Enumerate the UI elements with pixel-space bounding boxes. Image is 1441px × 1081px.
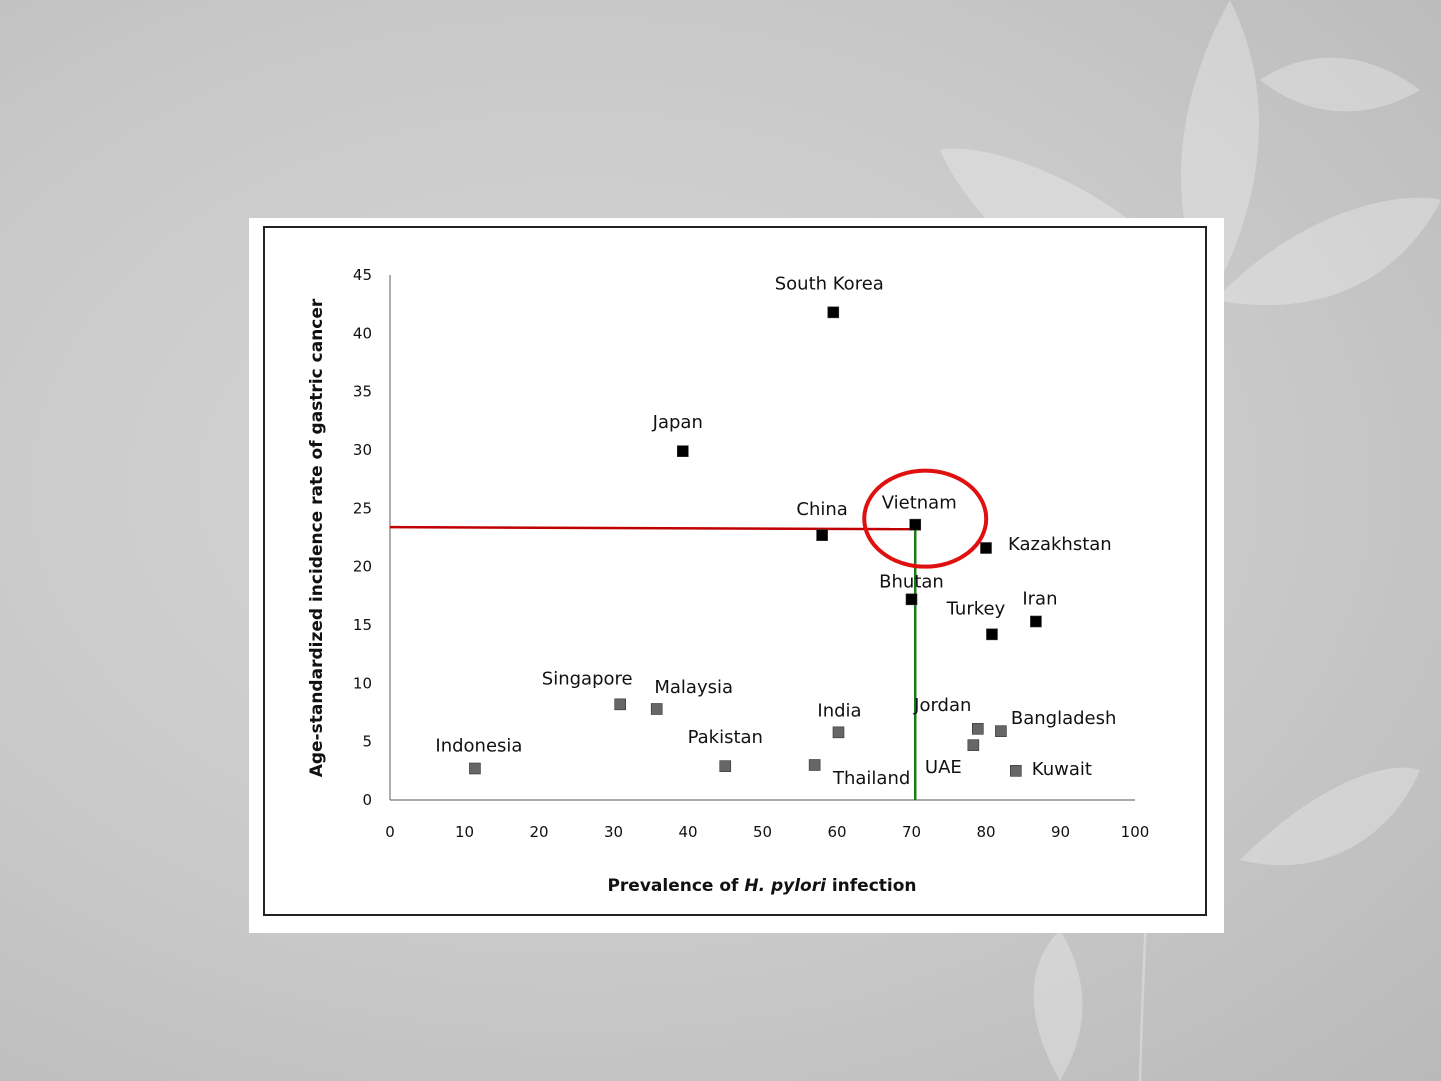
data-point	[1030, 615, 1042, 628]
y-tick-label: 5	[362, 733, 372, 751]
scatter-plot: 0 5 10 15 20 25 30 35 40 45 0 10 20 30 40 50 60 70 80 90 10…	[307, 266, 1150, 896]
y-tick-label: 35	[353, 383, 372, 401]
data-point	[816, 529, 828, 541]
x-tick-label: 70	[902, 823, 921, 841]
data-point-label: UAE	[925, 757, 962, 778]
data-point-label: South Korea	[775, 273, 884, 294]
data-point-label: Vietnam	[882, 493, 957, 514]
y-tick-label: 15	[353, 616, 372, 634]
x-tick-label: 20	[529, 823, 548, 841]
data-point-label: Malaysia	[654, 677, 733, 698]
x-axis-title: Prevalence of H. pylori infection	[607, 876, 916, 896]
data-point-label: Indonesia	[435, 736, 522, 757]
y-tick-label: 25	[353, 499, 372, 517]
data-point	[614, 698, 627, 711]
x-tick-label: 100	[1121, 823, 1150, 841]
data-point-label: Bhutan	[879, 571, 944, 592]
y-tick-label: 0	[362, 791, 372, 809]
data-point-label: Jordan	[913, 695, 971, 716]
data-point	[676, 445, 689, 457]
data-point-label: Thailand	[832, 768, 910, 789]
data-point-label: Iran	[1022, 589, 1057, 610]
y-tick-label: 10	[353, 674, 372, 692]
data-point-label: Bangladesh	[1011, 708, 1117, 729]
x-tick-label: 40	[678, 823, 697, 841]
data-point	[808, 759, 821, 771]
x-tick-label: 30	[604, 823, 623, 841]
data-point	[909, 518, 922, 531]
x-tick-label: 60	[827, 823, 846, 841]
chart-frame	[263, 226, 1207, 916]
data-point	[905, 593, 918, 606]
data-point-label: Pakistan	[688, 727, 763, 748]
y-tick-label: 20	[353, 558, 372, 576]
x-tick-label: 80	[976, 823, 995, 841]
data-point	[719, 760, 732, 772]
data-point	[967, 739, 980, 751]
x-tick-label: 10	[455, 823, 474, 841]
x-tick-label: 50	[753, 823, 772, 841]
data-point-label: Singapore	[542, 668, 633, 689]
x-tick-label: 0	[385, 823, 395, 841]
data-point	[986, 628, 998, 641]
y-tick-label: 30	[353, 441, 372, 459]
data-point-label: Turkey	[946, 598, 1006, 619]
data-point-label: Japan	[652, 412, 703, 433]
x-axis-title-prefix: Prevalence of	[607, 876, 744, 896]
x-axis-title-suffix: infection	[826, 876, 917, 896]
data-point-label: China	[796, 499, 847, 520]
highlight-circle	[862, 468, 989, 569]
data-point-label: Kuwait	[1032, 759, 1092, 780]
data-point	[650, 703, 663, 715]
data-point	[980, 542, 992, 554]
data-point	[1009, 765, 1022, 777]
data-point	[832, 726, 845, 739]
data-point	[972, 723, 984, 735]
y-tick-label: 45	[353, 266, 372, 284]
data-point	[469, 762, 481, 775]
data-point-label: India	[817, 700, 861, 721]
data-point-label: Kazakhstan	[1008, 534, 1112, 555]
y-tick-label: 40	[353, 324, 372, 342]
data-point	[827, 306, 840, 319]
x-tick-label: 90	[1051, 823, 1070, 841]
chart-card: 0 5 10 15 20 25 30 35 40 45 0 10 20 30 40 50 60 70 80 90 10…	[249, 218, 1224, 933]
y-axis-title: Age-standardized incidence rate of gastr…	[307, 298, 327, 777]
reference-line-horizontal	[389, 525, 916, 531]
data-point	[995, 725, 1007, 737]
x-axis-title-italic: H. pylori	[744, 876, 827, 896]
